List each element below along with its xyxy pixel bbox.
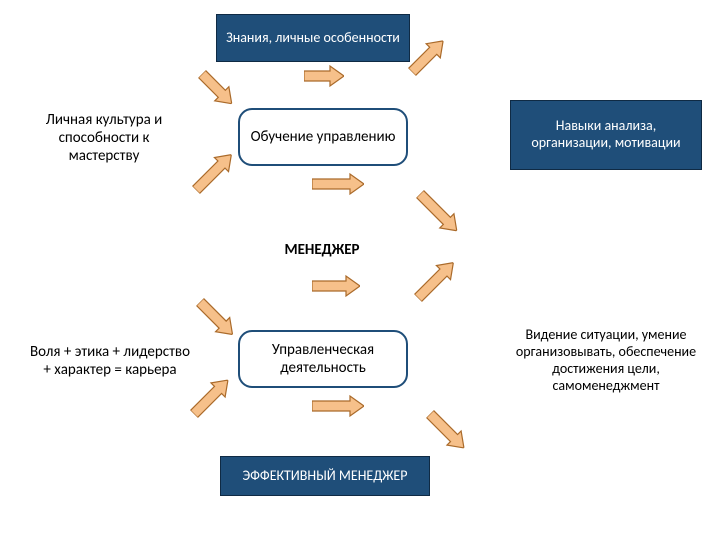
arrow-0 (194, 66, 241, 113)
arrow-3 (188, 146, 240, 198)
arrow-5 (412, 186, 466, 240)
arrow-1 (304, 64, 344, 88)
node-vision: Видение ситуации, умение организовывать,… (502, 310, 710, 412)
arrow-11 (422, 406, 473, 457)
arrow-4 (312, 172, 364, 196)
node-label: МЕНЕДЖЕР (284, 241, 359, 259)
node-knowledge: Знания, личные особенности (216, 14, 410, 62)
node-label: ЭФФЕКТИВНЫЙ МЕНЕДЖЕР (243, 468, 408, 485)
node-label: Знания, личные особенности (226, 30, 400, 47)
node-personal-culture: Личная культура и способности к мастерст… (14, 102, 194, 174)
node-will-ethics: Воля + этика + лидерство + характер = ка… (12, 326, 208, 396)
node-label: Обучение управлению (251, 128, 396, 146)
node-analysis-skills: Навыки анализа, организации, мотивации (510, 100, 702, 170)
node-effective-manager: ЭФФЕКТИВНЫЙ МЕНЕДЖЕР (220, 456, 430, 496)
arrow-8 (410, 254, 462, 306)
arrow-2 (404, 32, 452, 80)
node-label: Личная культура и способности к мастерст… (22, 111, 186, 165)
node-label: Управленческая деятельность (248, 341, 398, 377)
node-manager: МЕНЕДЖЕР (262, 236, 382, 264)
node-label: Воля + этика + лидерство + характер = ка… (30, 343, 190, 379)
node-label: Видение ситуации, умение организовывать,… (510, 327, 702, 394)
node-management-activity: Управленческая деятельность (238, 330, 408, 388)
node-label: Навыки анализа, организации, мотивации (519, 118, 693, 152)
arrow-10 (312, 394, 364, 418)
node-training: Обучение управлению (238, 108, 408, 166)
arrow-7 (312, 274, 360, 298)
